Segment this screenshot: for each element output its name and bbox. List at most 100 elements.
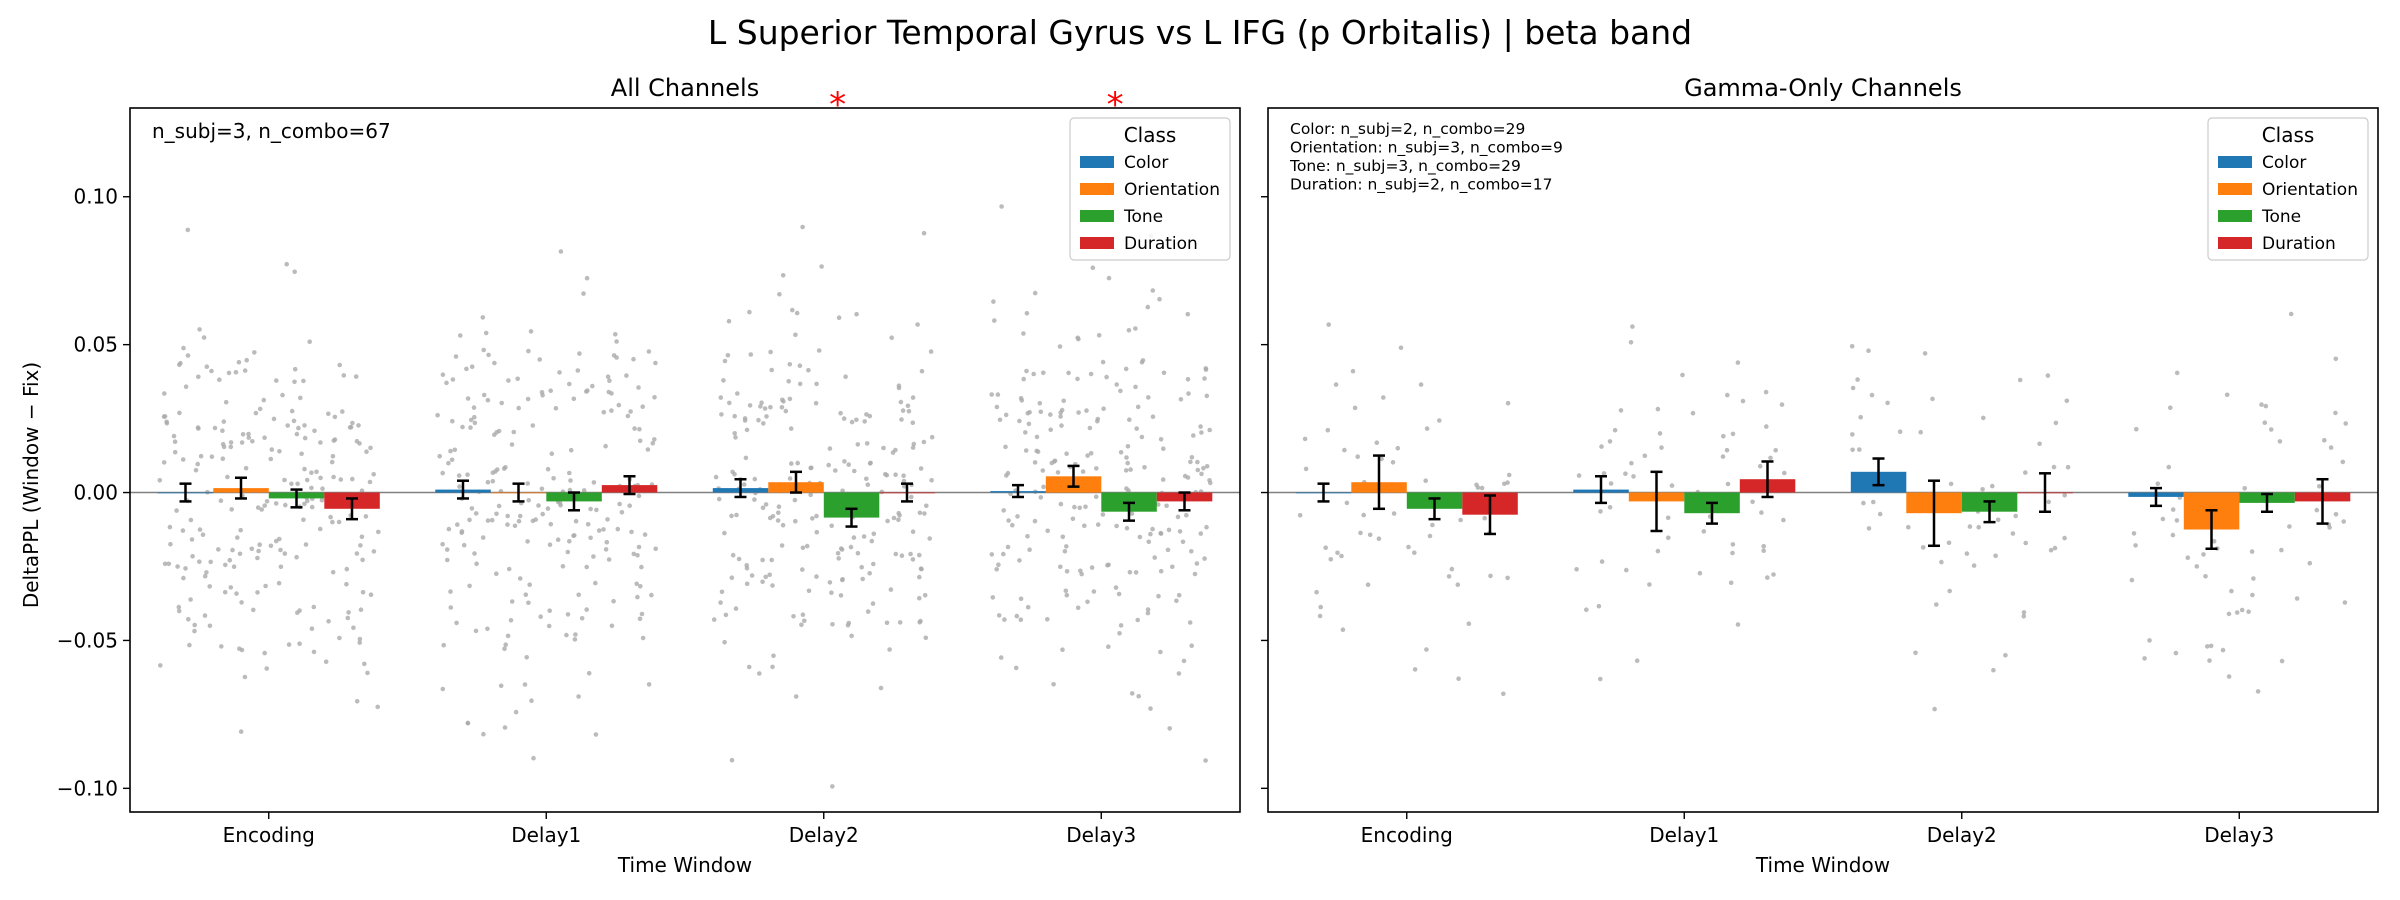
scatter-point — [614, 339, 619, 344]
y-axis-label: DeltaPPL (Window − Fix) — [19, 362, 43, 608]
scatter-point — [240, 432, 246, 437]
scatter-point — [787, 396, 793, 402]
scatter-point — [1001, 508, 1006, 513]
scatter-point — [1302, 436, 1308, 442]
scatter-point — [1062, 549, 1068, 554]
scatter-point — [1041, 484, 1046, 490]
scatter-point — [1680, 372, 1685, 378]
legend-title: Class — [2262, 123, 2315, 147]
scatter-point — [638, 584, 643, 589]
scatter-point — [733, 606, 739, 611]
scatter-point — [239, 600, 244, 605]
scatter-point — [1137, 534, 1143, 540]
scatter-point — [364, 449, 369, 455]
scatter-point — [878, 685, 884, 691]
scatter-point — [486, 352, 491, 358]
scatter-point — [2211, 539, 2217, 544]
scatter-point — [1117, 631, 1122, 636]
legend-box — [1069, 117, 1231, 261]
scatter-point — [197, 327, 202, 332]
scatter-point — [1048, 427, 1053, 433]
scatter-point — [1124, 486, 1129, 491]
scatter-point — [581, 488, 587, 493]
scatter-point — [842, 459, 847, 464]
scatter-point — [859, 564, 864, 570]
scatter-point — [481, 347, 487, 353]
scatter-point — [337, 362, 343, 368]
scatter-point — [1037, 401, 1043, 406]
scatter-point — [269, 447, 275, 452]
scatter-point — [511, 429, 517, 435]
scatter-point — [1584, 607, 1589, 612]
scatter-point — [1339, 553, 1344, 559]
scatter-point — [631, 551, 637, 557]
scatter-point — [727, 400, 732, 406]
scatter-point — [736, 556, 742, 562]
scatter-point — [1066, 370, 1071, 376]
error-bar-color-encoding — [1317, 482, 1330, 503]
scatter-point — [350, 476, 355, 482]
scatter-point — [2207, 658, 2212, 663]
scatter-point — [1913, 650, 1918, 656]
scatter-point — [221, 419, 227, 424]
scatter-point — [826, 462, 831, 468]
scatter-point — [606, 557, 612, 562]
scatter-point — [1106, 644, 1111, 649]
scatter-point — [1203, 367, 1209, 372]
scatter-point — [526, 498, 531, 503]
scatter-point — [1991, 667, 1996, 673]
scatter-point — [1032, 460, 1038, 465]
scatter-point — [576, 694, 581, 699]
scatter-point — [790, 307, 795, 313]
scatter-point — [775, 518, 781, 523]
scatter-point — [719, 412, 724, 417]
scatter-point — [1082, 523, 1087, 529]
scatter-point — [503, 642, 509, 647]
scatter-point — [718, 395, 724, 400]
error-bar-duration-delay3 — [2316, 477, 2329, 525]
scatter-point — [468, 417, 474, 423]
scatter-point — [207, 584, 212, 589]
scatter-point — [1189, 455, 1195, 460]
scatter-point — [1164, 503, 1169, 509]
scatter-point — [800, 567, 805, 572]
scatter-point — [1199, 430, 1204, 435]
scatter-point — [360, 557, 365, 563]
scatter-point — [899, 417, 904, 422]
scatter-point — [749, 573, 755, 578]
scatter-point — [1850, 432, 1855, 437]
scatter-point — [540, 393, 545, 398]
scatter-point — [1142, 465, 1147, 470]
scatter-point — [2046, 499, 2051, 505]
scatter-point — [2251, 576, 2256, 581]
scatter-point — [255, 590, 260, 595]
scatter-point — [1757, 463, 1763, 469]
scatter-point — [162, 561, 168, 567]
scatter-point — [924, 503, 929, 509]
scatter-point — [354, 438, 360, 444]
scatter-point — [2021, 610, 2027, 615]
scatter-point — [1204, 464, 1210, 469]
scatter-point — [202, 573, 208, 579]
scatter-point — [1031, 371, 1036, 377]
scatter-point — [2333, 410, 2338, 416]
error-bar-tone-encoding — [290, 488, 303, 509]
scatter-point — [2307, 560, 2313, 566]
scatter-point — [1191, 433, 1196, 438]
scatter-point — [1072, 504, 1077, 510]
legend-swatch-orientation — [2218, 183, 2252, 195]
scatter-point — [180, 457, 186, 462]
error-bar-orientation-delay1 — [1650, 470, 1663, 533]
scatter-point — [1948, 481, 1954, 487]
scatter-point — [357, 636, 363, 642]
scatter-point — [909, 494, 914, 500]
scatter-point — [302, 435, 308, 441]
scatter-point — [2013, 513, 2018, 519]
scatter-point — [902, 484, 907, 489]
scatter-point — [1045, 617, 1050, 622]
scatter-point — [340, 409, 345, 414]
scatter-point — [1458, 517, 1463, 523]
scatter-point — [291, 418, 297, 424]
scatter-point — [1133, 570, 1139, 575]
scatter-point — [448, 448, 453, 454]
